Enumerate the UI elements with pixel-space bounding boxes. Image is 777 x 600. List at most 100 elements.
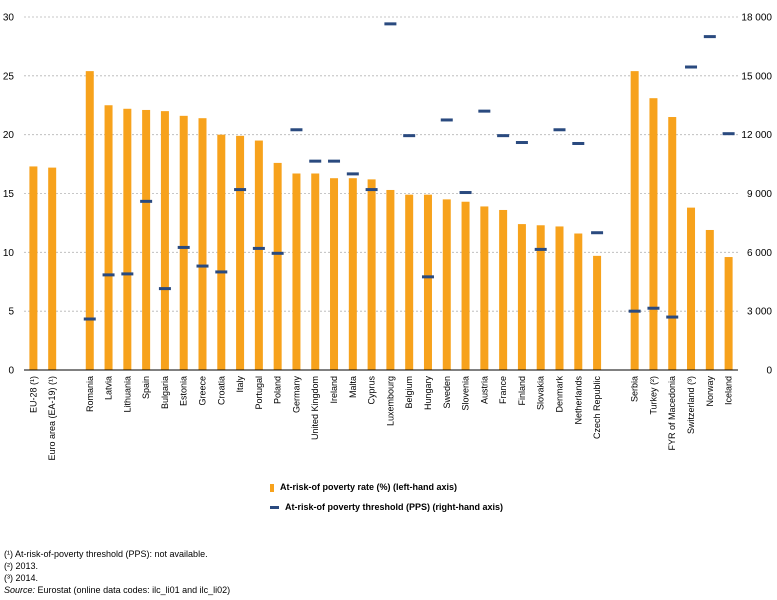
right-tick-label: 15 000	[741, 71, 772, 82]
right-tick-label: 0	[766, 366, 772, 377]
threshold-marker	[459, 191, 472, 195]
threshold-marker	[553, 128, 566, 132]
legend-bar-swatch	[270, 483, 274, 492]
left-axis-tick-labels: 0 5 10 15 20 25 30	[3, 13, 15, 377]
category-label: Slovenia	[461, 376, 471, 411]
threshold-marker	[591, 231, 604, 235]
bar	[29, 166, 38, 370]
threshold-marker	[403, 134, 416, 138]
category-label: Denmark	[555, 376, 565, 413]
bar	[536, 225, 545, 370]
category-label: Netherlands	[573, 376, 583, 425]
threshold-marker	[478, 109, 491, 113]
bar	[724, 257, 733, 370]
right-tick-label: 6 000	[747, 248, 772, 259]
legend-item-bar: At-risk-of poverty rate (%) (left-hand a…	[270, 482, 457, 492]
bar	[574, 233, 583, 370]
bar	[442, 199, 451, 370]
bar	[705, 229, 714, 370]
bar	[254, 140, 263, 370]
category-label: Italy	[235, 376, 245, 393]
threshold-marker	[215, 270, 228, 274]
bar	[311, 173, 320, 370]
threshold-marker	[515, 141, 528, 145]
threshold-marker	[685, 65, 698, 69]
category-label: Latvia	[104, 376, 114, 400]
bar	[461, 201, 470, 370]
category-label: Bulgaria	[160, 376, 170, 409]
threshold-marker	[196, 264, 209, 268]
right-tick-label: 12 000	[741, 130, 772, 141]
threshold-marker	[440, 118, 453, 122]
category-label: Finland	[517, 376, 527, 406]
threshold-marker	[83, 317, 96, 321]
bar	[217, 134, 226, 370]
category-label: EU-28 (¹)	[28, 376, 38, 413]
right-tick-label: 3 000	[747, 307, 772, 318]
threshold-marker	[534, 247, 547, 251]
category-labels: EU-28 (¹) Euro area (EA-19) (¹) Romania Lat…	[28, 376, 733, 461]
left-tick-label: 0	[8, 366, 14, 377]
footnotes: (¹) At-risk-of-poverty threshold (PPS): …	[4, 548, 230, 596]
bar	[593, 255, 602, 370]
bar	[555, 226, 564, 370]
bar	[330, 178, 339, 370]
category-label: Austria	[479, 376, 489, 404]
bar	[386, 189, 395, 370]
footnote-2: (²) 2013.	[4, 561, 39, 571]
legend-marker-swatch	[270, 506, 279, 510]
bar	[48, 167, 57, 370]
bar	[85, 71, 94, 371]
left-tick-label: 10	[3, 248, 15, 259]
category-label: Portugal	[254, 376, 264, 410]
source-text: Eurostat (online data codes: ilc_li01 an…	[35, 585, 231, 595]
bar-series	[29, 71, 733, 371]
category-label: Czech Republic	[592, 376, 602, 440]
footnote-1: (¹) At-risk-of-poverty threshold (PPS): …	[4, 549, 208, 559]
legend-item-marker: At-risk-of poverty threshold (PPS) (righ…	[270, 502, 503, 512]
category-label: Sweden	[442, 376, 452, 409]
gridlines	[24, 16, 738, 312]
threshold-marker	[628, 309, 641, 313]
category-label: Switzerland (³)	[686, 376, 696, 434]
category-label: Germany	[291, 376, 301, 414]
bar	[236, 135, 245, 370]
source-label: Source:	[4, 585, 36, 595]
bar	[179, 115, 188, 370]
threshold-marker	[290, 128, 303, 132]
threshold-marker	[252, 246, 265, 250]
bar	[292, 173, 301, 370]
threshold-marker	[234, 188, 247, 192]
threshold-marker	[647, 306, 660, 310]
threshold-marker	[497, 134, 510, 138]
threshold-marker	[666, 315, 679, 319]
threshold-marker	[328, 159, 341, 163]
threshold-marker	[309, 159, 322, 163]
bar	[367, 179, 376, 370]
source-line: Source: Eurostat (online data codes: ilc…	[4, 584, 230, 596]
category-label: Greece	[198, 376, 208, 406]
category-label: Belgium	[404, 376, 414, 409]
bar	[198, 118, 207, 371]
bar	[142, 109, 151, 370]
threshold-marker	[722, 132, 735, 136]
right-axis-tick-labels: 0 3 000 6 000 9 000 12 000 15 000 18 000	[741, 13, 772, 377]
category-label: Estonia	[179, 376, 189, 406]
bar	[630, 71, 639, 371]
left-tick-label: 15	[3, 189, 15, 200]
bar	[668, 117, 677, 371]
chart-area: 0 5 10 15 20 25 30 0 3 000 6 000 9 000 12 000 15 00…	[3, 13, 773, 461]
left-tick-label: 30	[3, 13, 15, 24]
category-label: Iceland	[724, 376, 734, 405]
marker-series	[83, 22, 735, 321]
left-tick-label: 20	[3, 130, 15, 141]
threshold-marker	[121, 272, 134, 276]
category-label: Slovakia	[536, 376, 546, 410]
bar	[160, 111, 169, 370]
bar	[499, 209, 508, 370]
footnote-3: (³) 2014.	[4, 573, 39, 583]
category-label: Romania	[85, 376, 95, 412]
category-label: Lithuania	[122, 376, 132, 413]
threshold-marker	[384, 22, 397, 26]
threshold-marker	[421, 275, 434, 279]
